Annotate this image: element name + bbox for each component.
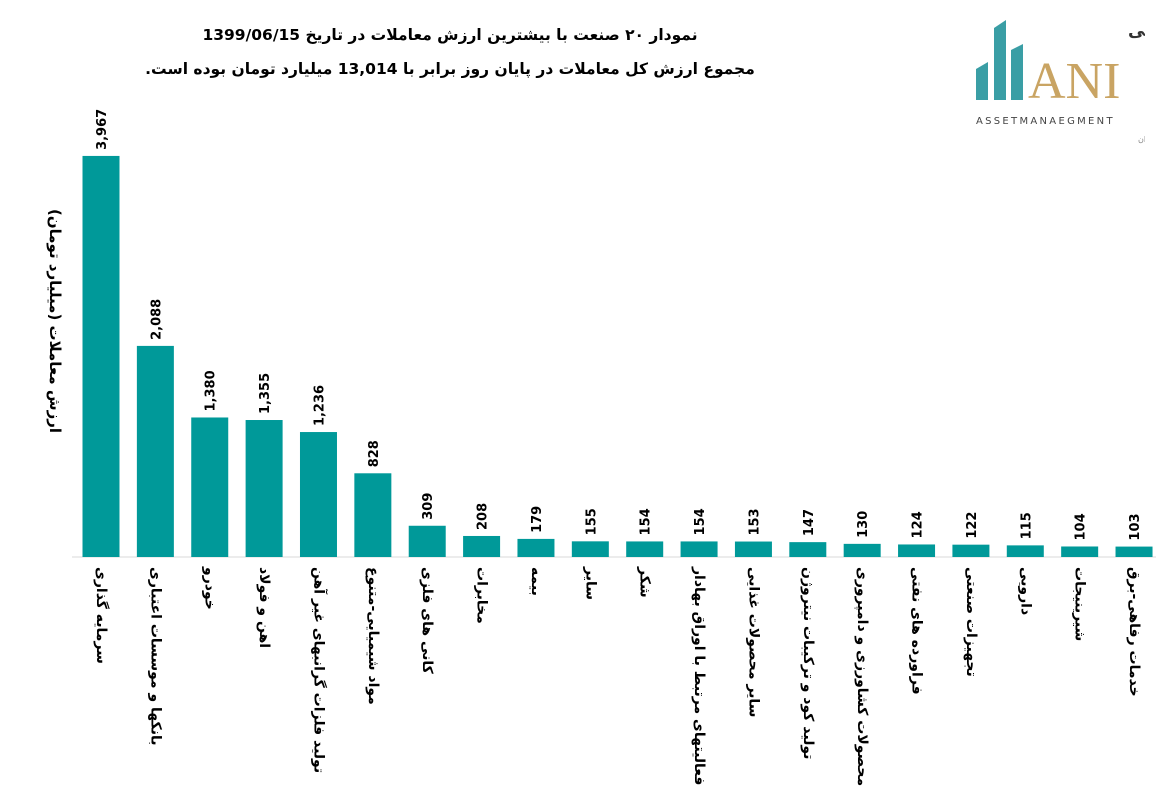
bar bbox=[245, 420, 283, 557]
logo-tagline: ASSETMANAEGMENT bbox=[976, 116, 1115, 127]
x-tick-label: فعالیتهای مرتبط با اوراق بهادار bbox=[691, 567, 708, 786]
data-label: 309 bbox=[421, 493, 436, 520]
x-tick-label: مخابرات bbox=[473, 567, 490, 624]
bar bbox=[1115, 546, 1153, 557]
x-tick-label: سایر bbox=[582, 567, 599, 600]
x-tick-label: خودرو bbox=[201, 567, 218, 610]
x-tick-label: بیمه bbox=[527, 567, 544, 596]
bar bbox=[408, 525, 446, 557]
x-tick-label: سایر محصولات غذایی bbox=[745, 567, 762, 718]
data-label: 130 bbox=[856, 511, 871, 538]
bar bbox=[1061, 546, 1099, 557]
bar bbox=[299, 432, 337, 557]
data-label: 155 bbox=[584, 508, 599, 535]
x-tick-label: تولید کود و ترکیبات نیتروژن bbox=[799, 567, 816, 760]
x-tick-label: تجهیزات صنعتی bbox=[962, 567, 979, 677]
bar bbox=[191, 417, 229, 557]
logo-latin-text: ANI bbox=[1028, 53, 1120, 110]
x-tick-label: تولید فلزات گرانبهای غیر آهن bbox=[310, 567, 327, 774]
data-label: 3,967 bbox=[95, 109, 110, 150]
data-label: 154 bbox=[639, 508, 654, 535]
data-label: 103 bbox=[1128, 513, 1143, 540]
logo-bar-2 bbox=[994, 20, 1006, 100]
data-label: 122 bbox=[965, 512, 980, 539]
bar bbox=[82, 155, 120, 558]
logo-bar-3 bbox=[1011, 44, 1023, 100]
data-label: 1,355 bbox=[258, 373, 273, 414]
bar bbox=[952, 544, 990, 557]
bar bbox=[680, 541, 718, 557]
data-label: 179 bbox=[530, 506, 545, 533]
data-label: 154 bbox=[693, 508, 708, 535]
x-tick-label: محصولات کشاورزی و دامپروری bbox=[854, 567, 871, 787]
data-label: 828 bbox=[367, 440, 382, 467]
x-tick-label: بانکها و موسسات اعتباری bbox=[147, 567, 164, 746]
chart-title: نمودار ۲۰ صنعت با بیشترین ارزش معاملات د… bbox=[202, 26, 698, 44]
bar bbox=[517, 538, 555, 557]
x-tick-label: فراورده های نفتی bbox=[908, 567, 925, 695]
bar bbox=[843, 543, 881, 557]
bar bbox=[734, 541, 772, 557]
bar bbox=[898, 544, 936, 557]
chart-subtitle: مجموع ارزش کل معاملات در پایان روز برابر… bbox=[145, 60, 755, 78]
x-tick-label: مواد شیمیایی-متنوع bbox=[364, 567, 381, 705]
bar bbox=[136, 345, 174, 557]
x-tick-label: کانی های فلزی bbox=[419, 567, 436, 674]
bar bbox=[1006, 545, 1044, 557]
logo-bar-1 bbox=[976, 62, 988, 100]
data-label: 115 bbox=[1019, 512, 1034, 539]
data-label: 1,380 bbox=[204, 370, 219, 411]
bar bbox=[789, 542, 827, 557]
data-label: 104 bbox=[1074, 513, 1089, 540]
data-label: 124 bbox=[911, 511, 926, 538]
bar bbox=[571, 541, 609, 557]
bar bbox=[626, 541, 664, 557]
x-tick-label: دارویی bbox=[1017, 567, 1034, 616]
x-tick-label: خدمات رفاهی-برق bbox=[1126, 567, 1143, 697]
data-label: 1,236 bbox=[312, 385, 327, 426]
x-tick-label: شیرینیجات bbox=[1071, 567, 1088, 642]
x-tick-label: سرمایه گذاری bbox=[93, 567, 109, 664]
bar bbox=[463, 535, 501, 557]
x-tick-label: اهن و فولاد bbox=[256, 567, 273, 649]
data-label: 153 bbox=[747, 508, 762, 535]
bar bbox=[354, 473, 392, 557]
data-label: 147 bbox=[802, 509, 817, 536]
data-label: 2,088 bbox=[149, 299, 164, 340]
x-tick-label: شکر bbox=[636, 567, 653, 598]
data-label: 208 bbox=[476, 503, 491, 530]
